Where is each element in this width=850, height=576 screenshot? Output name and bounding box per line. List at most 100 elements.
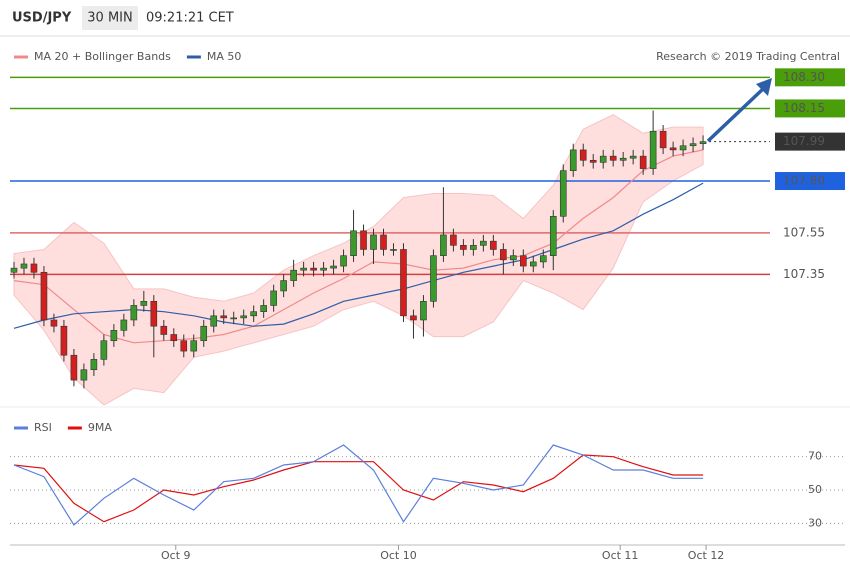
candle-body — [170, 334, 178, 342]
candle-body — [699, 141, 707, 144]
candle-body — [539, 255, 547, 263]
projection-arrow — [706, 86, 766, 143]
candle-body — [310, 267, 317, 271]
candle-body — [510, 255, 517, 261]
candle-body — [40, 271, 48, 321]
arrow-head — [756, 78, 772, 96]
candle-body — [290, 269, 297, 281]
candle-body — [60, 325, 68, 356]
y-tick-label: 30 — [808, 516, 822, 529]
candle-body — [569, 149, 577, 171]
level-label: 108.15 — [783, 101, 825, 115]
ma-line — [13, 149, 704, 344]
candle-body — [240, 315, 247, 319]
level-box — [775, 99, 845, 118]
candle-body — [490, 240, 497, 250]
y-tick-label: 70 — [808, 450, 822, 463]
time: 09:21:21 CET — [146, 11, 234, 26]
candle-body — [629, 155, 637, 159]
candle-body — [460, 245, 467, 250]
candle-body — [350, 230, 357, 256]
candle-body — [440, 234, 447, 256]
candle-body — [609, 155, 617, 161]
candle-body — [330, 265, 337, 269]
indicator-line — [13, 444, 704, 526]
candle-body — [280, 280, 287, 292]
candle-body — [639, 155, 647, 169]
candle-body — [380, 234, 387, 250]
candle-body — [599, 155, 607, 163]
ma-line — [13, 182, 704, 329]
candle-body — [679, 145, 687, 151]
candle-body — [579, 149, 587, 161]
candle-body — [230, 317, 237, 320]
candle-body — [430, 255, 437, 302]
candle-body — [260, 305, 267, 312]
candle-body — [300, 267, 307, 271]
chart-title: USD/JPY — [12, 11, 72, 26]
y-tick-label: 50 — [808, 483, 822, 496]
candle-body — [150, 301, 158, 327]
plot: 108.30 108.15 107.99 107.80 107.55 107.35 MA 2… — [10, 50, 845, 562]
level-label: 108.30 — [783, 70, 825, 84]
candle-body — [480, 240, 487, 246]
level-label: 107.99 — [783, 134, 825, 148]
legend-label: MA 50 — [207, 50, 242, 63]
x-tick-label: Oct 10 — [380, 549, 417, 562]
candle-body — [210, 315, 218, 327]
candle-body — [450, 234, 457, 246]
candle-body — [559, 170, 567, 217]
bollinger-band — [13, 114, 704, 406]
candle-body — [250, 311, 257, 317]
candle-body — [10, 267, 18, 273]
candle-body — [410, 315, 417, 321]
candle-body — [220, 315, 228, 319]
x-tick-label: Oct 11 — [602, 549, 639, 562]
candle-body — [130, 305, 138, 321]
level-label: 107.55 — [783, 225, 825, 239]
candle-body — [100, 340, 108, 360]
candle-body — [470, 245, 477, 250]
legend-label: 9MA — [88, 421, 112, 434]
level-label: 107.35 — [783, 267, 825, 281]
candle-body — [370, 234, 377, 250]
x-tick-label: Oct 12 — [688, 549, 725, 562]
candle-body — [529, 261, 537, 267]
level-box — [775, 68, 845, 87]
candle-body — [120, 319, 128, 331]
candle-body — [200, 325, 208, 342]
candle-body — [160, 325, 168, 335]
candle-body — [20, 263, 28, 269]
candle-body — [689, 143, 697, 147]
candle-body — [110, 330, 118, 342]
candle-body — [649, 130, 657, 169]
candle-body — [390, 249, 397, 251]
source: Research © 2019 Trading Central — [656, 50, 840, 63]
candle-body — [619, 157, 627, 161]
candle-body — [180, 340, 188, 352]
candle-body — [400, 249, 407, 317]
level-box — [775, 172, 845, 191]
candle-body — [549, 215, 557, 256]
candle-body — [70, 354, 78, 381]
candle-body — [140, 301, 148, 306]
candle-body — [270, 290, 277, 306]
timeframe-box — [82, 6, 138, 30]
candle-body — [659, 130, 667, 149]
timeframe: 30 MIN — [87, 11, 132, 26]
candle-body — [50, 319, 58, 327]
candle-body — [520, 255, 527, 267]
candle-body — [190, 340, 198, 352]
candle-body — [420, 301, 427, 321]
candle-body — [500, 249, 507, 261]
candle-body — [360, 230, 367, 250]
candle-body — [90, 359, 98, 371]
x-tick-label: Oct 9 — [161, 549, 191, 562]
candle-body — [669, 147, 677, 151]
level-label: 107.80 — [783, 174, 825, 188]
legend-label: MA 20 + Bollinger Bands — [34, 50, 171, 63]
candle-body — [340, 255, 347, 267]
legend-label: RSI — [34, 421, 52, 434]
level-box — [775, 132, 845, 151]
